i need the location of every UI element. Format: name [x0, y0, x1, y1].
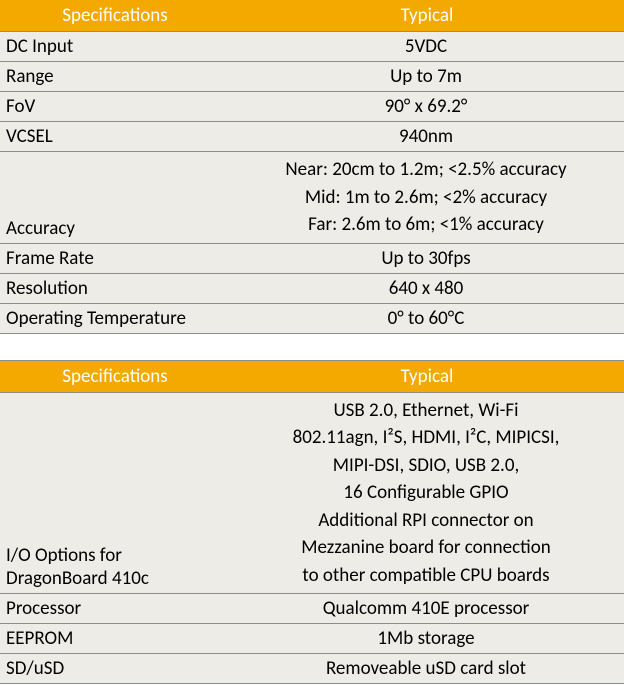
table1-row-4: Accuracy Near: 20cm to 1.2m; <2.5% accura… [0, 152, 624, 244]
spec-label: I/O Options for DragonBoard 410c [6, 544, 149, 590]
spec-value: 940nm [399, 125, 453, 148]
spec-cell: Range [0, 62, 230, 92]
header-spec-text: Specifications [62, 365, 167, 388]
table1-row-0: DC Input 5VDC [0, 32, 624, 62]
spec-value: Near: 20cm to 1.2m; <2.5% accuracyMid: 1… [285, 158, 566, 236]
value-cell: Up to 30fps [230, 243, 624, 273]
table1-row-7: Operating Temperature 0° to 60°C [0, 303, 624, 333]
header-typical-text: Typical [401, 365, 454, 388]
spec-label: VCSEL [6, 125, 53, 148]
spec-value: 5VDC [405, 35, 447, 58]
value-cell: 1Mb storage [230, 624, 624, 654]
spacer-row [0, 333, 624, 360]
spec-value: Up to 30fps [381, 247, 470, 270]
spec-label: Resolution [6, 277, 88, 300]
value-cell: 640 x 480 [230, 273, 624, 303]
spec-cell: I/O Options for DragonBoard 410c [0, 392, 230, 594]
spec-cell: EEPROM [0, 624, 230, 654]
spacer-cell [0, 333, 230, 360]
value-cell: Near: 20cm to 1.2m; <2.5% accuracyMid: 1… [230, 152, 624, 244]
header-spec-text: Specifications [62, 4, 167, 27]
table2-row-1: Processor Qualcomm 410E processor [0, 594, 624, 624]
spec-cell: Resolution [0, 273, 230, 303]
value-cell: 940nm [230, 122, 624, 152]
table2-row-3: SD/uSD Removeable uSD card slot [0, 654, 624, 684]
spec-cell: Accuracy [0, 152, 230, 244]
spacer-cell [230, 333, 624, 360]
spec-value: Qualcomm 410E processor [323, 597, 530, 620]
value-cell: 0° to 60°C [230, 303, 624, 333]
value-cell: 90° x 69.2° [230, 92, 624, 122]
table1-row-1: Range Up to 7m [0, 62, 624, 92]
spec-value: Removeable uSD card slot [326, 657, 526, 680]
value-cell: 5VDC [230, 32, 624, 62]
table1-row-3: VCSEL 940nm [0, 122, 624, 152]
table2-row-0: I/O Options for DragonBoard 410c USB 2.0,… [0, 392, 624, 594]
spec-cell: Frame Rate [0, 243, 230, 273]
spec-value: 90° x 69.2° [385, 95, 468, 118]
value-cell: Up to 7m [230, 62, 624, 92]
header-typical: Typical [230, 0, 624, 32]
spec-label: Operating Temperature [6, 307, 186, 330]
table2-header: Specifications Typical [0, 360, 624, 392]
header-spec: Specifications [0, 0, 230, 32]
value-cell: USB 2.0, Ethernet, Wi-Fi802.11agn, I²S, … [230, 392, 624, 594]
table1-row-5: Frame Rate Up to 30fps [0, 243, 624, 273]
spec-label: SD/uSD [6, 657, 64, 680]
spec-value: Up to 7m [390, 65, 462, 88]
header-spec: Specifications [0, 360, 230, 392]
spec-label: FoV [6, 95, 35, 118]
spec-tables: Specifications Typical DC Input 5VDC Range Up… [0, 0, 624, 684]
table2-row-2: EEPROM 1Mb storage [0, 624, 624, 654]
header-typical: Typical [230, 360, 624, 392]
spec-value: USB 2.0, Ethernet, Wi-Fi802.11agn, I²S, … [293, 399, 560, 587]
table1-row-6: Resolution 640 x 480 [0, 273, 624, 303]
spec-label: DC Input [6, 35, 73, 58]
table1-row-2: FoV 90° x 69.2° [0, 92, 624, 122]
spec-label: Range [6, 65, 54, 88]
spec-label: Accuracy [6, 217, 75, 240]
value-cell: Removeable uSD card slot [230, 654, 624, 684]
spec-label: Processor [6, 597, 81, 620]
spec-cell: Operating Temperature [0, 303, 230, 333]
spec-label: EEPROM [6, 627, 73, 650]
spec-cell: DC Input [0, 32, 230, 62]
spec-value: 0° to 60°C [388, 307, 465, 330]
spec-cell: Processor [0, 594, 230, 624]
spec-cell: SD/uSD [0, 654, 230, 684]
spec-value: 1Mb storage [377, 627, 474, 650]
value-cell: Qualcomm 410E processor [230, 594, 624, 624]
table1-header: Specifications Typical [0, 0, 624, 32]
header-typical-text: Typical [401, 4, 454, 27]
spec-cell: FoV [0, 92, 230, 122]
spec-cell: VCSEL [0, 122, 230, 152]
spec-label: Frame Rate [6, 247, 94, 270]
spec-value: 640 x 480 [389, 277, 464, 300]
